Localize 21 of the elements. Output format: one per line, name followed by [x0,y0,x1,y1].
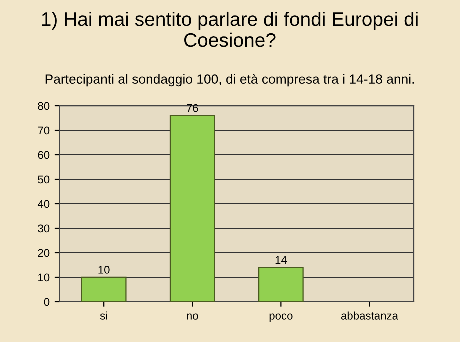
data-label: 14 [276,256,288,264]
chart-title: 1) Hai mai sentito parlare di fondi Europei di Coesione? [42,12,418,48]
y-tick-label: 10 [38,274,50,282]
y-tick-label: 50 [38,176,50,184]
y-tick-label: 20 [38,249,50,258]
y-tick-label: 80 [38,102,50,110]
bar [258,267,304,302]
bar [81,276,127,302]
x-tick-label: no [187,314,198,320]
data-label: 76 [187,104,198,112]
y-tick-label: 70 [38,126,50,135]
y-tick-label: 0 [44,298,50,306]
data-label: 10 [98,266,110,274]
chart-subtitle: Partecipanti al sondaggio 100, di età compresa tra i 14-18 anni. [46,74,414,87]
x-tick-label: poco [270,314,293,322]
y-tick-label: 40 [38,200,50,208]
x-tick-label: si [100,312,108,320]
y-tick-label: 30 [38,224,50,233]
x-tick-label: abbastanza [341,312,398,320]
bar [170,115,216,302]
y-tick-label: 60 [38,151,50,160]
